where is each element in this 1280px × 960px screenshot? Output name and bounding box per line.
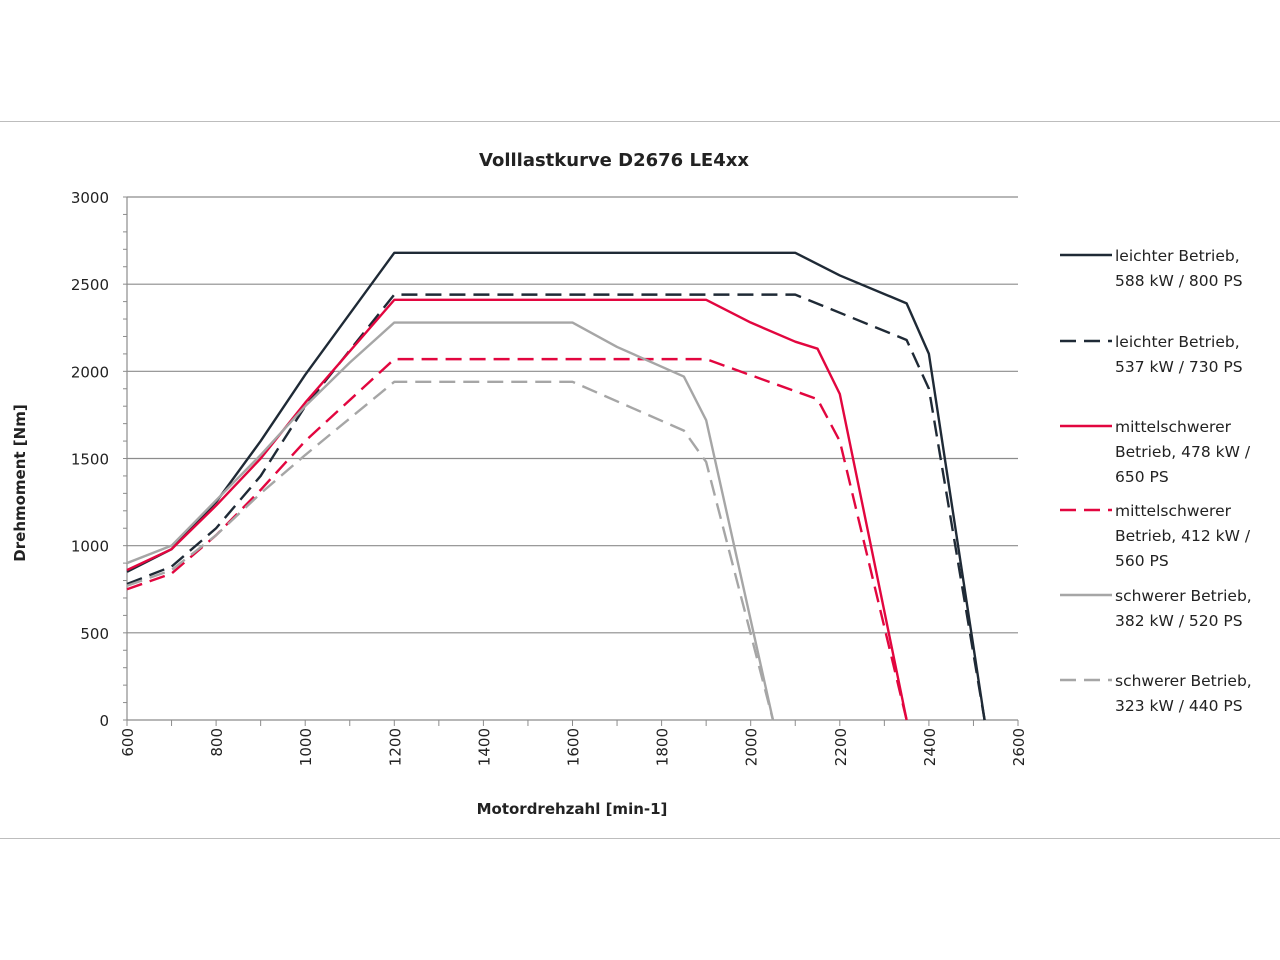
x-tick-label: 2000 <box>743 728 761 766</box>
legend-label: 323 kW / 440 PS <box>1115 697 1243 715</box>
legend-label: schwerer Betrieb, <box>1115 587 1252 605</box>
series-line <box>126 321 775 721</box>
series-line <box>126 380 775 721</box>
y-tick-label: 1500 <box>71 451 109 469</box>
legend-label: 382 kW / 520 PS <box>1115 612 1243 630</box>
legend-label: leichter Betrieb, <box>1115 247 1240 265</box>
legend-label: Betrieb, 478 kW / <box>1115 443 1251 461</box>
x-tick-label: 1600 <box>565 728 583 766</box>
y-tick-label: 500 <box>80 625 109 643</box>
x-tick-label: 1400 <box>475 728 493 766</box>
legend-label: mittelschwerer <box>1115 502 1232 520</box>
chart-title: Volllastkurve D2676 LE4xx <box>479 150 749 171</box>
legend-label: 537 kW / 730 PS <box>1115 358 1243 376</box>
y-tick-label: 1000 <box>71 538 109 556</box>
legend-label: mittelschwerer <box>1115 418 1232 436</box>
series-line <box>126 251 986 721</box>
y-tick-label: 3000 <box>71 189 109 207</box>
y-axis-label: Drehmoment [Nm] <box>11 404 29 561</box>
series-line <box>126 298 908 721</box>
legend-label: 588 kW / 800 PS <box>1115 272 1243 290</box>
y-tick-label: 0 <box>99 712 109 730</box>
legend-label: leichter Betrieb, <box>1115 333 1240 351</box>
series-line <box>126 293 986 721</box>
series-line <box>126 357 908 721</box>
x-tick-label: 2400 <box>921 728 939 766</box>
bottom-divider <box>0 838 1280 839</box>
x-tick-label: 600 <box>119 728 137 757</box>
legend-label: schwerer Betrieb, <box>1115 672 1252 690</box>
x-tick-label: 800 <box>208 728 226 757</box>
x-tick-label: 2200 <box>832 728 850 766</box>
legend-label: Betrieb, 412 kW / <box>1115 527 1251 545</box>
y-tick-label: 2500 <box>71 276 109 294</box>
x-axis-label: Motordrehzahl [min-1] <box>477 800 668 818</box>
legend-label: 560 PS <box>1115 552 1169 570</box>
x-tick-label: 1000 <box>297 728 315 766</box>
top-divider <box>0 121 1280 122</box>
x-tick-label: 2600 <box>1010 728 1028 766</box>
y-tick-label: 2000 <box>71 363 109 381</box>
legend-label: 650 PS <box>1115 468 1169 486</box>
x-tick-label: 1800 <box>654 728 672 766</box>
x-tick-label: 1200 <box>386 728 404 766</box>
